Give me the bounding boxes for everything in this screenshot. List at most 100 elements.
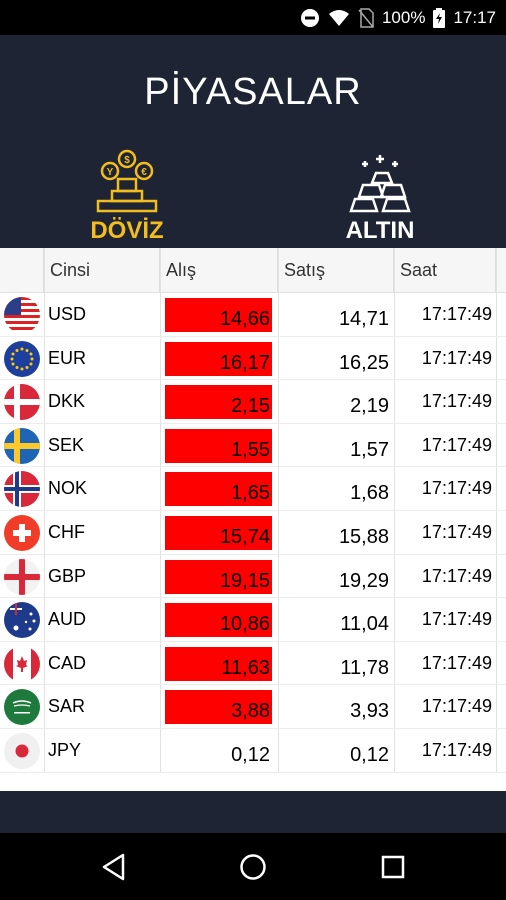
navigation-bar [0,833,506,900]
sa-flag-icon [4,689,40,726]
update-time: 17:17:49 [421,609,492,630]
update-time: 17:17:49 [421,434,492,455]
buy-price: 15,74 [165,515,272,550]
column-header-saat: Saat [394,248,496,293]
column-header-satis: Satış [278,248,394,293]
currency-code: CAD [48,652,87,673]
sell-price: 15,88 [338,525,389,548]
currency-code: CHF [48,521,85,542]
buy-price: 1,55 [165,428,272,463]
buy-price: 10,86 [165,603,272,638]
no-flag-icon [4,471,40,508]
back-button[interactable] [92,845,136,889]
buy-price: 2,15 [165,385,272,420]
sell-price: 0,12 [350,743,389,766]
flag-column-header [0,248,44,293]
clock: 17:17 [453,7,496,27]
footer-band [0,791,506,833]
se-flag-icon [4,427,40,464]
battery-charging-icon [433,7,446,28]
update-time: 17:17:49 [421,739,492,760]
dk-flag-icon [4,384,40,421]
update-time: 17:17:49 [421,521,492,542]
update-time: 17:17:49 [421,565,492,586]
table-row[interactable]: JPY 0,12 0,12 17:17:49 [0,729,506,773]
sell-price: 14,71 [338,308,389,330]
eu-flag-icon [4,340,40,377]
update-time: 17:17:49 [421,304,492,324]
currency-code: SEK [48,434,85,455]
buy-price: 0,12 [231,743,270,766]
table-body: USD 14,66 14,71 17:17:49 EUR 16,17 16,25… [0,293,506,773]
gb-flag-icon [4,558,40,595]
currency-table: Cinsi Alış Satış Saat USD 14,66 14,71 17… [0,248,506,791]
currency-code: DKK [48,391,86,412]
table-row[interactable]: GBP 19,15 19,29 17:17:49 [0,555,506,599]
update-time: 17:17:49 [421,391,492,412]
table-row[interactable]: SAR 3,88 3,93 17:17:49 [0,685,506,729]
currency-code: EUR [48,347,87,368]
buy-price: 1,65 [165,472,272,507]
table-row[interactable]: SEK 1,55 1,57 17:17:49 [0,424,506,468]
sell-price: 19,29 [338,569,389,592]
status-bar: 100% 17:17 [0,0,506,35]
ca-flag-icon [4,645,40,682]
coins-icon: Y $ € [96,149,158,213]
recents-button[interactable] [371,845,415,889]
table-row[interactable]: AUD 10,86 11,04 17:17:49 [0,598,506,642]
sell-price: 3,93 [350,700,389,723]
page-title: PİYASALAR [144,71,362,113]
svg-text:Y: Y [107,167,114,178]
buy-price: 3,88 [165,690,272,725]
table-row[interactable]: CAD 11,63 11,78 17:17:49 [0,642,506,686]
table-row[interactable]: EUR 16,17 16,25 17:17:49 [0,337,506,381]
buy-price: 16,17 [165,341,272,376]
tab-altin-label: ALTIN [345,217,415,244]
column-header-alis: Alış [160,248,278,293]
currency-code: AUD [48,609,87,630]
table-row[interactable]: USD 14,66 14,71 17:17:49 [0,293,506,337]
svg-text:$: $ [124,155,130,166]
currency-code: NOK [48,478,88,499]
battery-percent: 100% [381,7,426,27]
svg-text:€: € [141,167,147,178]
wifi-icon [328,9,350,27]
tab-doviz-label: DÖVİZ [90,217,164,244]
tab-doviz[interactable]: Y $ € DÖVİZ [57,145,197,245]
au-flag-icon [4,602,40,639]
table-row[interactable]: DKK 2,15 2,19 17:17:49 [0,380,506,424]
sell-price: 1,68 [350,482,389,505]
header: PİYASALAR Y $ € DÖVİZ [0,35,506,248]
table-header: Cinsi Alış Satış Saat [0,248,506,293]
table-row[interactable]: NOK 1,65 1,68 17:17:49 [0,467,506,511]
table-row[interactable]: CHF 15,74 15,88 17:17:49 [0,511,506,555]
do-not-disturb-icon [300,8,320,28]
sell-price: 2,19 [350,395,389,418]
buy-price: 19,15 [165,559,272,594]
currency-code: JPY [48,739,82,760]
currency-code: GBP [48,565,87,586]
jp-flag-icon [4,732,40,769]
sell-price: 11,78 [340,656,389,679]
sell-price: 16,25 [338,351,389,374]
recents-icon [381,855,405,879]
tab-altin[interactable]: ALTIN [310,145,450,245]
ch-flag-icon [4,514,40,551]
back-icon [102,853,125,881]
home-button[interactable] [231,845,275,889]
us-flag-icon [4,297,40,333]
sell-price: 1,57 [350,438,389,461]
column-header-cinsi: Cinsi [44,248,160,293]
buy-price: 14,66 [165,298,272,332]
update-time: 17:17:49 [421,696,492,717]
currency-code: SAR [48,696,86,717]
update-time: 17:17:49 [421,347,492,368]
buy-price: 11,63 [165,646,272,681]
no-sim-icon [358,7,374,28]
currency-code: USD [48,304,87,324]
home-icon [240,854,266,880]
gold-bars-icon [349,155,411,213]
update-time: 17:17:49 [421,478,492,499]
sell-price: 11,04 [340,613,389,636]
update-time: 17:17:49 [421,652,492,673]
